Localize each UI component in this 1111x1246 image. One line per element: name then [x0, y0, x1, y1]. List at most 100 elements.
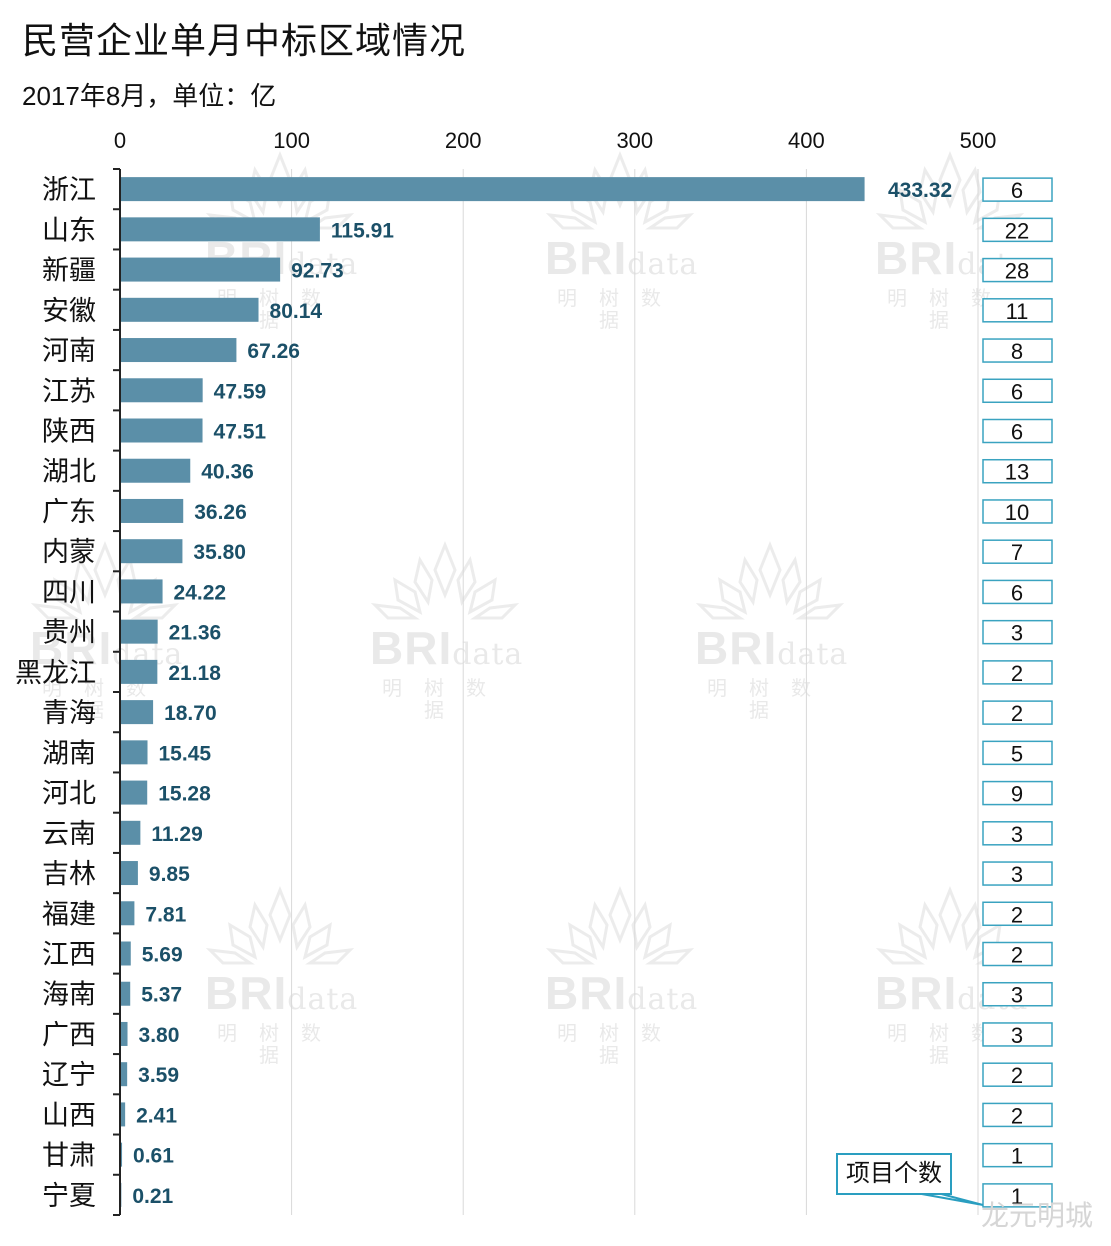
bar [121, 498, 184, 523]
value-label: 36.26 [194, 501, 247, 524]
count-box [982, 780, 1053, 806]
category-label: 宁夏 [42, 1181, 96, 1212]
count-box [982, 378, 1053, 404]
category-label: 山东 [42, 215, 96, 246]
value-label: 47.59 [214, 380, 267, 403]
value-label: 92.73 [291, 260, 344, 283]
count-box [982, 1062, 1053, 1087]
count-label: 9 [1011, 782, 1023, 807]
value-label: 0.61 [133, 1145, 174, 1168]
count-label: 6 [1011, 420, 1023, 445]
bar [121, 297, 259, 322]
count-label: 3 [1011, 862, 1023, 887]
value-label: 15.28 [158, 783, 211, 806]
bar [121, 820, 141, 845]
category-label: 广东 [42, 497, 96, 528]
x-tick-label: 200 [445, 128, 482, 153]
value-label: 7.81 [145, 903, 186, 926]
category-label: 湖北 [42, 457, 96, 488]
count-label: 5 [1011, 741, 1023, 766]
count-box [982, 901, 1053, 927]
count-label: 2 [1011, 902, 1023, 927]
bar [121, 338, 237, 363]
value-label: 21.18 [168, 662, 221, 685]
value-label: 433.32 [888, 179, 952, 202]
count-box [982, 1102, 1053, 1128]
y-axis [113, 168, 121, 1216]
value-label: 115.91 [331, 219, 394, 242]
count-box [982, 660, 1053, 685]
value-label: 5.69 [142, 944, 183, 967]
bar [121, 579, 163, 604]
value-label: 5.37 [141, 984, 182, 1007]
bar [121, 901, 135, 926]
count-label: 1 [1011, 1144, 1023, 1169]
category-label: 四川 [42, 577, 96, 608]
count-label: 2 [1011, 1103, 1023, 1128]
count-box [982, 619, 1053, 645]
category-label: 陕西 [42, 417, 96, 448]
bar [121, 659, 158, 684]
count-label: 2 [1011, 661, 1023, 686]
bar [121, 1102, 126, 1127]
count-label: 3 [1011, 822, 1023, 847]
count-box [982, 1142, 1053, 1168]
value-label: 18.70 [164, 702, 217, 725]
count-label: 2 [1011, 701, 1023, 726]
category-label: 福建 [42, 899, 96, 930]
category-label: 浙江 [42, 175, 96, 206]
count-label: 2 [1011, 1063, 1023, 1088]
category-label: 广西 [42, 1020, 96, 1051]
category-label: 甘肃 [42, 1141, 96, 1172]
count-box [982, 499, 1053, 524]
count-label: 28 [1005, 259, 1029, 284]
value-labels: 433.32 115.91 92.73 80.14 67.26 47.59 47.51 40.… [132, 179, 952, 1208]
category-label: 云南 [42, 819, 96, 850]
count-label: 6 [1011, 178, 1023, 203]
count-box [982, 338, 1053, 363]
count-label: 13 [1005, 460, 1029, 485]
count-label: 3 [1011, 621, 1023, 646]
category-label: 安徽 [42, 296, 96, 327]
x-tick-label: 0 [114, 128, 126, 153]
count-box [982, 821, 1053, 846]
bar [121, 981, 131, 1006]
count-box [982, 981, 1053, 1007]
bar [121, 217, 320, 242]
category-label: 湖南 [42, 738, 96, 769]
category-label: 海南 [42, 980, 96, 1011]
count-label: 22 [1005, 218, 1029, 243]
count-label: 6 [1011, 379, 1023, 404]
category-label: 河北 [42, 779, 96, 810]
count-label: 7 [1011, 540, 1023, 565]
count-box [982, 941, 1053, 967]
value-label: 3.59 [138, 1064, 179, 1087]
x-tick-label: 500 [960, 128, 997, 153]
category-label: 辽宁 [42, 1060, 96, 1091]
count-label: 10 [1005, 500, 1029, 525]
count-label: 1 [1011, 1184, 1023, 1209]
bar [121, 1142, 123, 1167]
category-label: 青海 [42, 698, 96, 729]
x-tick-label: 400 [788, 128, 825, 153]
count-box [982, 458, 1053, 484]
value-label: 35.80 [193, 541, 246, 564]
count-label: 8 [1011, 339, 1023, 364]
bar [121, 458, 191, 483]
count-label: 2 [1011, 943, 1023, 968]
count-box [982, 1022, 1053, 1047]
count-box [982, 539, 1053, 564]
value-label: 67.26 [247, 340, 300, 363]
count-box [982, 298, 1053, 323]
chart-title: 民营企业单月中标区域情况 [22, 20, 467, 61]
count-box [982, 418, 1053, 444]
value-label: 0.21 [132, 1185, 173, 1208]
count-box [982, 740, 1053, 766]
category-label: 吉林 [42, 859, 96, 890]
gridlines [291, 169, 979, 1215]
value-label: 2.41 [136, 1104, 177, 1127]
bar [121, 861, 138, 886]
value-label: 9.85 [149, 863, 190, 886]
